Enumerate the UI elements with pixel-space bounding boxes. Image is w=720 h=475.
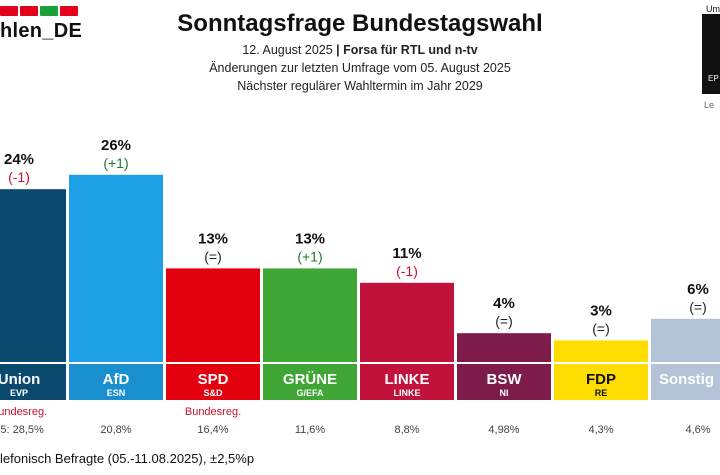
prev-result-gr-ne: 11,6% bbox=[295, 424, 326, 436]
party-strip-fdp bbox=[554, 364, 648, 400]
footer-note: lefonisch Befragte (05.-11.08.2025), ±2,… bbox=[0, 451, 255, 466]
party-label-bsw: BSW bbox=[487, 371, 523, 388]
corner-badge bbox=[702, 14, 720, 94]
bar-union bbox=[0, 189, 66, 362]
value-label-afd: 26% bbox=[101, 137, 131, 154]
poll-date: 12. August 2025 bbox=[242, 43, 333, 57]
change-label-gr-ne: (+1) bbox=[297, 248, 322, 264]
corner-label-um: Um bbox=[706, 4, 720, 14]
value-label-union: 24% bbox=[4, 151, 34, 168]
eu-group-bsw: NI bbox=[500, 388, 509, 398]
gov-label-union: Bundesreg. bbox=[0, 406, 47, 418]
subtitle-separator: | bbox=[336, 43, 340, 57]
bar-spd bbox=[166, 268, 260, 362]
party-strip-union bbox=[0, 364, 66, 400]
brand-bar-4 bbox=[60, 6, 78, 16]
party-label-union: Union bbox=[0, 371, 40, 388]
change-label-afd: (+1) bbox=[103, 155, 128, 171]
prev-result-union: 25: 28,5% bbox=[0, 424, 44, 436]
brand-bar-1 bbox=[0, 6, 18, 16]
changes-note: Änderungen zur letzten Umfrage vom 05. A… bbox=[209, 61, 511, 75]
prev-result-linke: 8,8% bbox=[394, 424, 419, 436]
party-label-spd: SPD bbox=[198, 371, 229, 388]
value-label-spd: 13% bbox=[198, 230, 228, 247]
poll-source: Forsa für RTL und n-tv bbox=[343, 43, 478, 57]
bar-sonstig bbox=[651, 318, 720, 362]
value-label-bsw: 4% bbox=[493, 295, 515, 312]
party-label-sonstig: Sonstig bbox=[659, 371, 714, 388]
party-strip-bsw bbox=[457, 364, 551, 400]
bar-afd bbox=[69, 174, 163, 362]
prev-result-sonstig: 4,6% bbox=[685, 424, 710, 436]
corner-label-ep: EP bbox=[708, 74, 719, 83]
eu-group-fdp: RE bbox=[595, 388, 608, 398]
value-label-fdp: 3% bbox=[590, 302, 612, 319]
corner-label-le: Le bbox=[704, 100, 715, 110]
gov-label-spd: Bundesreg. bbox=[185, 406, 241, 418]
value-label-linke: 11% bbox=[392, 245, 421, 262]
change-label-union: (-1) bbox=[8, 169, 30, 185]
party-strip-linke bbox=[360, 364, 454, 400]
eu-group-afd: ESN bbox=[107, 388, 126, 398]
change-label-sonstig: (=) bbox=[689, 299, 707, 315]
party-label-linke: LINKE bbox=[385, 371, 430, 388]
prev-result-afd: 20,8% bbox=[100, 424, 131, 436]
change-label-spd: (=) bbox=[204, 248, 222, 264]
party-strip-afd bbox=[69, 364, 163, 400]
subtitle-date-source: 12. August 2025 | Forsa für RTL und n-tv bbox=[0, 43, 720, 57]
eu-group-union: EVP bbox=[10, 388, 28, 398]
value-label-gr-ne: 13% bbox=[295, 230, 325, 247]
change-label-linke: (-1) bbox=[396, 263, 418, 279]
brand-logo-text: hlen_DE bbox=[0, 20, 83, 42]
change-label-fdp: (=) bbox=[592, 320, 610, 336]
eu-group-spd: S&D bbox=[203, 388, 223, 398]
party-label-gr-ne: GRÜNE bbox=[283, 371, 337, 388]
eu-group-linke: LINKE bbox=[394, 388, 421, 398]
prev-result-bsw: 4,98% bbox=[488, 424, 519, 436]
bar-bsw bbox=[457, 333, 551, 362]
party-strip-gr-ne bbox=[263, 364, 357, 400]
prev-result-spd: 16,4% bbox=[197, 424, 228, 436]
eu-group-gr-ne: G/EFA bbox=[296, 388, 324, 398]
change-label-bsw: (=) bbox=[495, 313, 513, 329]
party-strip-sonstig bbox=[651, 364, 720, 400]
party-label-afd: AfD bbox=[103, 371, 130, 388]
party-strip-spd bbox=[166, 364, 260, 400]
value-label-sonstig: 6% bbox=[687, 281, 709, 298]
brand-bar-2 bbox=[20, 6, 38, 16]
bar-gr-ne bbox=[263, 268, 357, 362]
bar-fdp bbox=[554, 340, 648, 362]
next-election-note: Nächster regulärer Wahltermin im Jahr 20… bbox=[237, 79, 483, 93]
bar-linke bbox=[360, 282, 454, 362]
brand-color-bars bbox=[0, 6, 80, 16]
brand-bar-3 bbox=[40, 6, 58, 16]
prev-result-fdp: 4,3% bbox=[588, 424, 613, 436]
chart-title: Sonntagsfrage Bundestagswahl bbox=[177, 10, 543, 37]
party-label-fdp: FDP bbox=[586, 371, 616, 388]
